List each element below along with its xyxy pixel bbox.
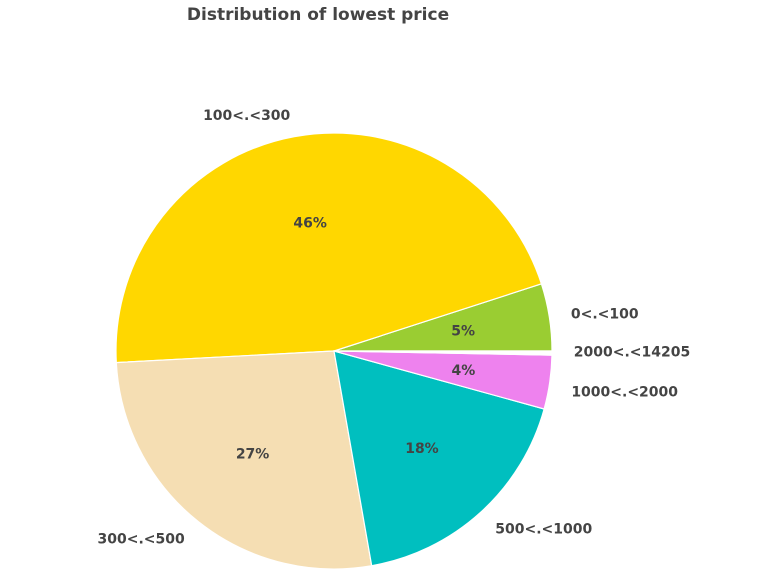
slice-percent-label: 27% bbox=[236, 446, 270, 462]
slice-percent-label: 46% bbox=[293, 215, 327, 231]
pie-slice-2 bbox=[115, 350, 373, 570]
pie-slice-1 bbox=[115, 132, 543, 364]
pie-slice-5 bbox=[333, 350, 553, 356]
slice-category-label: 0<.<100 bbox=[571, 307, 639, 323]
slice-percent-label: 18% bbox=[405, 441, 439, 457]
chart-title: Distribution of lowest price bbox=[186, 5, 450, 25]
slice-category-label: 100<.<300 bbox=[203, 108, 290, 124]
slice-percent-label: 4% bbox=[452, 363, 476, 379]
slice-category-label: 500<.<1000 bbox=[495, 521, 592, 537]
slice-category-label: 2000<.<14205 bbox=[574, 344, 690, 360]
pie-slice-3 bbox=[333, 350, 545, 567]
slice-category-label: 300<.<500 bbox=[98, 532, 185, 548]
slice-percent-label: 5% bbox=[451, 324, 475, 340]
slice-category-label: 1000<.<2000 bbox=[571, 384, 678, 400]
